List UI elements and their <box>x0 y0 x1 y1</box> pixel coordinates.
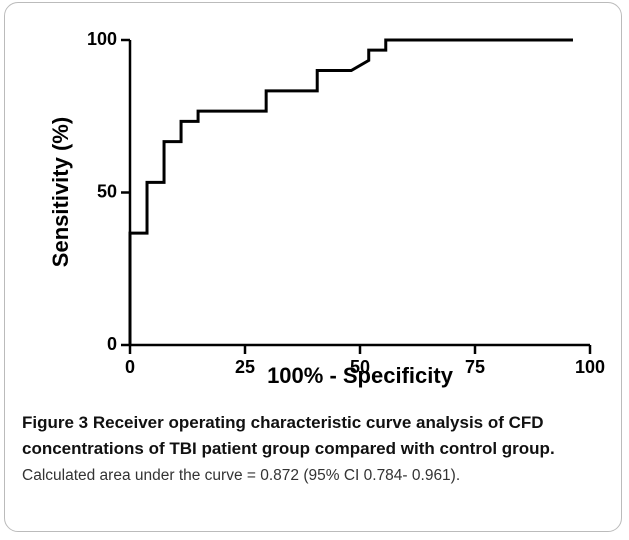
x-axis-title: 100% - Specificity <box>267 363 454 388</box>
figure-frame <box>4 2 622 532</box>
x-tick-label: 25 <box>235 357 255 377</box>
chart: 100% - Specificity Sensitivity (%) 0 50 10… <box>48 29 605 388</box>
roc-curve <box>128 38 573 345</box>
caption-title: Receiver operating characteristic curve … <box>22 413 555 458</box>
x-tick-label: 50 <box>350 357 370 377</box>
caption-text: Calculated area under the curve = 0.872 … <box>22 467 461 484</box>
y-axis-title: Sensitivity (%) <box>48 117 73 267</box>
x-tick-label: 100 <box>575 357 605 377</box>
caption: Figure 3 Receiver operating characterist… <box>22 410 614 489</box>
x-tick-label: 0 <box>125 357 135 377</box>
caption-label: Figure 3 <box>22 413 89 432</box>
y-tick-label: 50 <box>97 181 117 201</box>
y-tick-label: 100 <box>87 29 117 49</box>
x-tick-label: 75 <box>465 357 485 377</box>
y-tick-label: 0 <box>107 334 117 354</box>
